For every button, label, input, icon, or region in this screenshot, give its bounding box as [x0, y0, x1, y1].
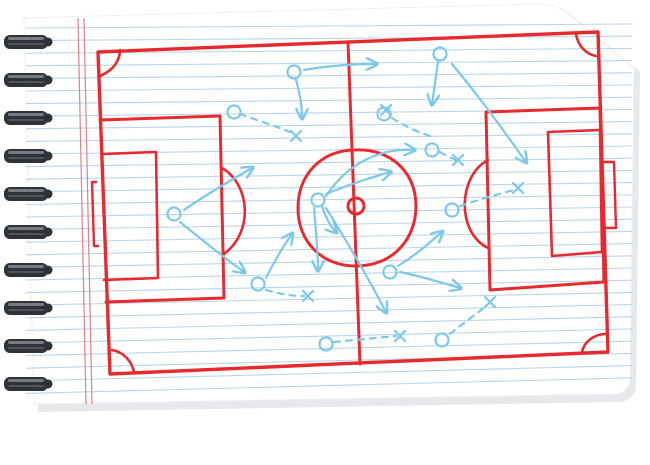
rule-line — [25, 291, 633, 306]
run-path — [448, 304, 488, 336]
right-goal — [600, 160, 618, 230]
pass-arrow — [302, 64, 376, 72]
rule-line — [25, 230, 633, 243]
opponent-cross — [379, 103, 393, 117]
player-marker — [250, 276, 266, 292]
pass-arrow — [396, 232, 442, 268]
halfway-line — [346, 40, 362, 366]
run-path — [264, 288, 306, 298]
pass-arrow — [314, 206, 318, 270]
spiral-ring — [4, 377, 53, 391]
opponent-cross — [289, 129, 303, 143]
rule-line — [25, 96, 633, 105]
player-marker — [318, 336, 334, 352]
left-goal-area — [100, 150, 160, 282]
rule-line — [25, 328, 633, 344]
rule-line — [25, 23, 633, 29]
pass-arrow — [450, 62, 526, 162]
pass-arrow — [294, 78, 302, 118]
rule-line — [25, 72, 633, 79]
player-marker — [310, 192, 326, 208]
player-marker — [434, 332, 450, 348]
left-goal — [90, 180, 100, 248]
rule-line — [25, 157, 633, 168]
pass-arrow — [324, 172, 390, 196]
player-marker — [166, 206, 182, 222]
spiral-ring — [4, 187, 53, 201]
opponent-cross — [483, 295, 497, 309]
rule-line — [25, 84, 633, 92]
rule-line — [25, 304, 633, 319]
rule-line — [25, 133, 633, 142]
player-marker — [286, 64, 302, 80]
pass-arrow — [432, 60, 438, 104]
pass-arrow — [324, 150, 414, 198]
margin-line-left — [77, 17, 87, 405]
rule-line — [25, 377, 633, 394]
rule-line — [25, 182, 633, 193]
player-marker — [444, 202, 460, 218]
pass-arrow — [178, 220, 244, 272]
centre-circle — [296, 148, 418, 268]
pass-arrow — [264, 234, 292, 280]
rule-line — [25, 365, 633, 382]
spiral-binding — [4, 35, 53, 391]
spiral-ring — [4, 35, 53, 49]
rule-line — [25, 60, 633, 67]
corner-arc-top-right — [574, 32, 598, 58]
pass-arrow — [398, 270, 460, 288]
run-path — [390, 116, 432, 138]
rule-line — [25, 340, 633, 357]
rule-line — [25, 194, 633, 205]
player-marker — [382, 264, 398, 280]
rule-line — [25, 316, 633, 331]
spiral-ring — [4, 339, 53, 353]
rule-line — [25, 243, 633, 256]
centre-spot — [346, 196, 366, 216]
player-marker — [432, 46, 448, 62]
player-marker — [226, 104, 242, 120]
rule-line — [25, 279, 633, 294]
run-path — [458, 188, 516, 208]
pass-arrow — [324, 206, 386, 312]
opponent-cross — [301, 289, 315, 303]
pass-arrow — [182, 168, 252, 212]
run-path — [238, 112, 292, 134]
left-penalty-arc — [220, 166, 247, 256]
pitch-boundary — [96, 30, 610, 376]
margin-line — [77, 17, 93, 405]
left-penalty-area — [98, 114, 226, 304]
corner-arc-top-left — [98, 48, 122, 78]
corner-arc-bottom-left — [110, 348, 136, 374]
pass-arrow — [320, 204, 336, 232]
right-goal-area — [546, 128, 604, 258]
rule-line — [25, 121, 633, 130]
margin-line-right — [83, 17, 93, 405]
spiral-ring — [4, 111, 53, 125]
rule-line — [25, 169, 633, 180]
spiral-ring — [4, 301, 53, 315]
run-path — [438, 150, 458, 162]
paper-sheet — [23, 3, 635, 405]
rule-line — [25, 35, 633, 42]
opponent-cross — [393, 329, 407, 343]
spiral-ring — [4, 225, 53, 239]
opponent-cross — [451, 153, 465, 167]
player-marker — [424, 142, 440, 158]
opponent-cross — [511, 181, 525, 195]
football-pitch — [90, 30, 618, 376]
tactics-markings — [166, 46, 527, 352]
corner-arc-bottom-right — [580, 332, 608, 354]
spiral-ring — [4, 263, 53, 277]
run-path — [332, 334, 398, 344]
spiral-ring — [4, 149, 53, 163]
right-penalty-area — [484, 106, 606, 292]
spiral-ring — [4, 73, 53, 87]
